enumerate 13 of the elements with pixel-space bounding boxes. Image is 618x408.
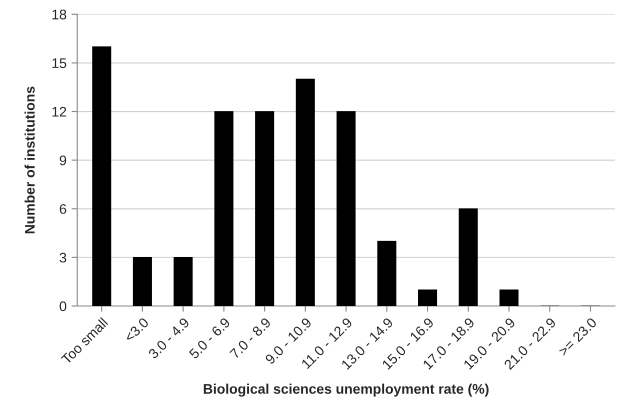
y-tick-label: 12	[52, 106, 66, 117]
y-tick-label: 3	[60, 252, 66, 263]
x-axis-title: Biological sciences unemployment rate (%)	[204, 384, 489, 397]
y-tick-label: 0	[60, 301, 66, 312]
y-tick-label: 15	[52, 58, 66, 68]
x-tick-label: 5.0 - 6.9	[188, 317, 231, 360]
x-tick-label: >= 23.0	[558, 317, 598, 356]
y-tick-label: 6	[60, 204, 66, 214]
x-tick-label: 3.0 - 4.9	[148, 317, 190, 360]
y-tick-label: 9	[60, 155, 66, 166]
y-axis-title: Number of institutions	[24, 86, 35, 234]
x-tick-label: <3.0	[124, 317, 150, 343]
y-tick-label: 18	[52, 10, 66, 20]
